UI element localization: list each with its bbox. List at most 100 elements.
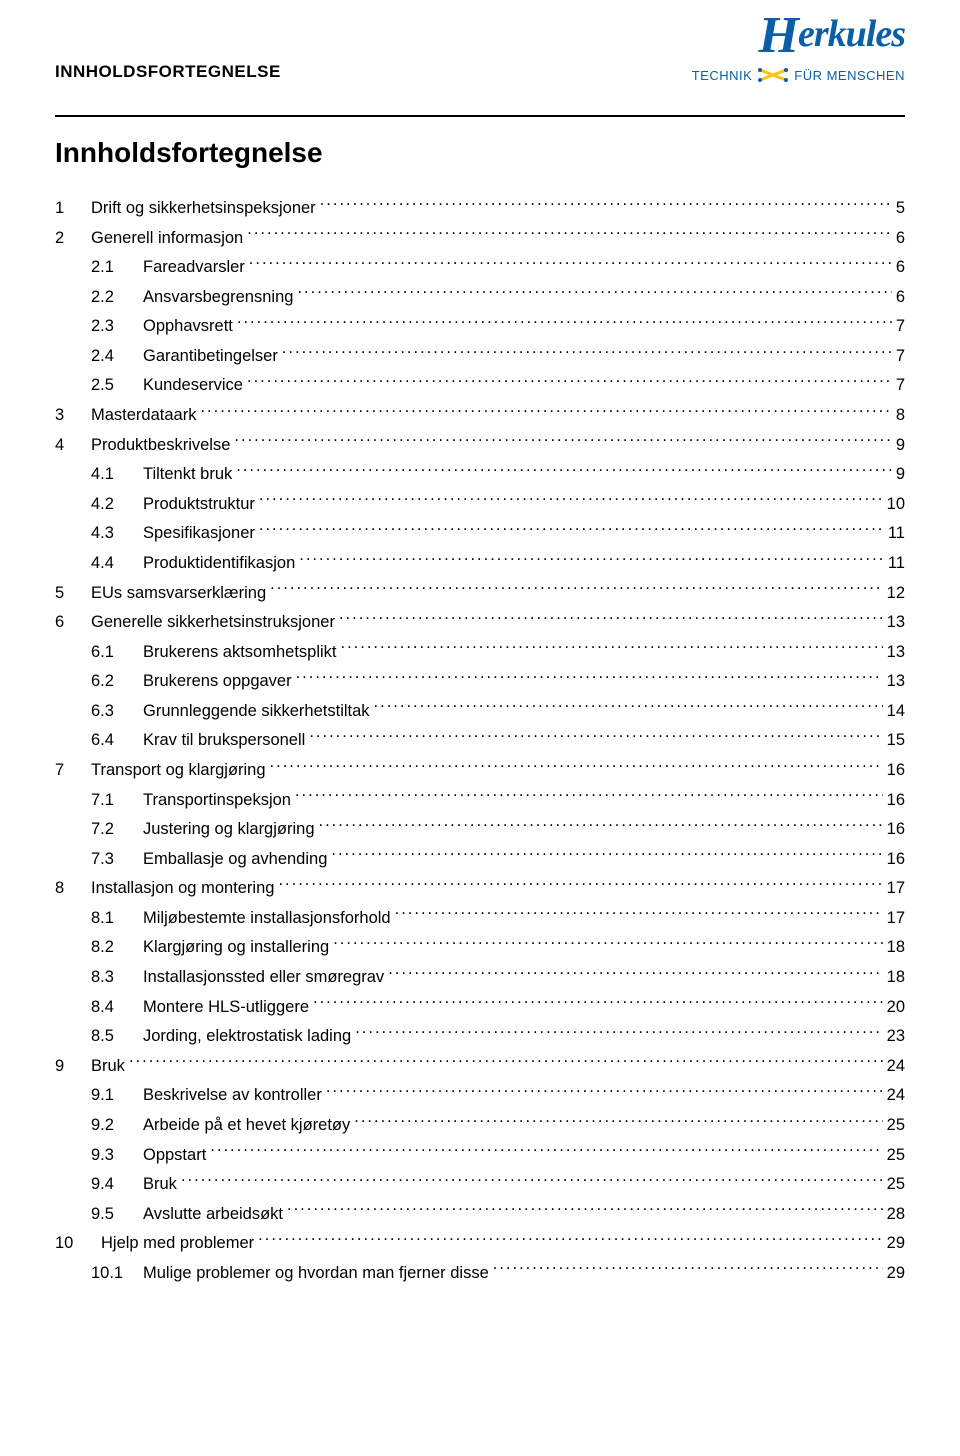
toc-leader-dots	[270, 758, 883, 775]
toc-page-number: 11	[888, 550, 905, 576]
toc-entry[interactable]: 6.2Brukerens oppgaver13	[55, 668, 905, 694]
toc-leader-dots	[395, 906, 883, 923]
toc-label: Installasjonssted eller smøregrav	[143, 964, 384, 990]
toc-entry[interactable]: 6.1Brukerens aktsomhetsplikt13	[55, 639, 905, 665]
toc-number: 8.2	[55, 934, 143, 960]
toc-number: 4.1	[55, 461, 143, 487]
toc-leader-dots	[493, 1261, 883, 1278]
toc-number: 7.3	[55, 846, 143, 872]
toc-leader-dots	[339, 611, 883, 628]
toc-entry[interactable]: 8.5Jording, elektrostatisk lading23	[55, 1023, 905, 1049]
toc-entry[interactable]: 9.5Avslutte arbeidsøkt28	[55, 1201, 905, 1227]
toc-entry[interactable]: 8.1Miljøbestemte installasjonsforhold17	[55, 905, 905, 931]
toc-number: 8.3	[55, 964, 143, 990]
toc-entry[interactable]: 2.4Garantibetingelser7	[55, 343, 905, 369]
toc-label: Tiltenkt bruk	[143, 461, 232, 487]
toc-entry[interactable]: 6.4Krav til brukspersonell15	[55, 727, 905, 753]
toc-entry[interactable]: 9.2Arbeide på et hevet kjøretøy25	[55, 1112, 905, 1138]
toc-number: 9.3	[55, 1142, 143, 1168]
toc-label: Grunnleggende sikkerhetstiltak	[143, 698, 370, 724]
toc-leader-dots	[234, 433, 891, 450]
toc-leader-dots	[258, 1232, 882, 1249]
toc-number: 9.4	[55, 1171, 143, 1197]
toc-entry[interactable]: 9.4Bruk25	[55, 1171, 905, 1197]
toc-page-number: 15	[887, 727, 905, 753]
toc-entry[interactable]: 2.2Ansvarsbegrensning6	[55, 284, 905, 310]
toc-entry[interactable]: 7.3Emballasje og avhending16	[55, 846, 905, 872]
toc-leader-dots	[259, 492, 883, 509]
logo-tagline: TECHNIK FÜR MENSCHEN	[692, 66, 905, 84]
toc-page-number: 11	[888, 520, 905, 546]
toc-label: Drift og sikkerhetsinspeksjoner	[91, 195, 316, 221]
toc-leader-dots	[297, 285, 891, 302]
logo-wordmark: Herkules	[692, 10, 905, 62]
toc-entry[interactable]: 4Produktbeskrivelse9	[55, 432, 905, 458]
toc-label: Produktidentifikasjon	[143, 550, 295, 576]
toc-number: 8.5	[55, 1023, 143, 1049]
toc-leader-dots	[333, 936, 882, 953]
toc-entry[interactable]: 6Generelle sikkerhetsinstruksjoner13	[55, 609, 905, 635]
toc-leader-dots	[295, 788, 883, 805]
toc-page-number: 13	[887, 639, 905, 665]
toc-entry[interactable]: 4.3Spesifikasjoner11	[55, 520, 905, 546]
toc-number: 9.1	[55, 1082, 143, 1108]
toc-entry[interactable]: 6.3Grunnleggende sikkerhetstiltak14	[55, 698, 905, 724]
toc-number: 2.1	[55, 254, 143, 280]
toc-label: Montere HLS-utliggere	[143, 994, 309, 1020]
toc-leader-dots	[270, 581, 883, 598]
toc-page-number: 9	[896, 432, 905, 458]
toc-entry[interactable]: 3Masterdataark8	[55, 402, 905, 428]
toc-entry[interactable]: 2Generell informasjon6	[55, 225, 905, 251]
toc-label: Garantibetingelser	[143, 343, 278, 369]
toc-leader-dots	[299, 551, 884, 568]
toc-label: Klargjøring og installering	[143, 934, 329, 960]
toc-entry[interactable]: 2.3Opphavsrett7	[55, 313, 905, 339]
toc-entry[interactable]: 2.1Fareadvarsler6	[55, 254, 905, 280]
toc-label: Generelle sikkerhetsinstruksjoner	[91, 609, 335, 635]
toc-entry[interactable]: 7.2Justering og klargjøring16	[55, 816, 905, 842]
toc-page-number: 18	[887, 964, 905, 990]
toc-number: 7.1	[55, 787, 143, 813]
toc-number: 2.3	[55, 313, 143, 339]
toc-label: Generell informasjon	[91, 225, 243, 251]
toc-page-number: 24	[887, 1082, 905, 1108]
toc-entry[interactable]: 4.2Produktstruktur10	[55, 491, 905, 517]
toc-page-number: 25	[887, 1112, 905, 1138]
toc-page-number: 17	[887, 905, 905, 931]
toc-entry[interactable]: 8.4Montere HLS-utliggere20	[55, 994, 905, 1020]
toc-number: 2.5	[55, 372, 143, 398]
toc-label: Avslutte arbeidsøkt	[143, 1201, 283, 1227]
toc-entry[interactable]: 9.3Oppstart25	[55, 1142, 905, 1168]
toc-label: Produktstruktur	[143, 491, 255, 517]
toc-entry[interactable]: 4.4Produktidentifikasjon11	[55, 550, 905, 576]
toc-leader-dots	[129, 1054, 883, 1071]
toc-number: 4	[55, 432, 91, 458]
toc-label: Opphavsrett	[143, 313, 233, 339]
toc-leader-dots	[313, 995, 883, 1012]
toc-page-number: 18	[887, 934, 905, 960]
toc-leader-dots	[309, 729, 882, 746]
toc-page-number: 23	[887, 1023, 905, 1049]
toc-page-number: 12	[887, 580, 905, 606]
toc-entry[interactable]: 5EUs samsvarserklæring12	[55, 580, 905, 606]
toc-label: Kundeservice	[143, 372, 243, 398]
toc-entry[interactable]: 8.3Installasjonssted eller smøregrav 18	[55, 964, 905, 990]
toc-entry[interactable]: 2.5Kundeservice7	[55, 372, 905, 398]
toc-entry[interactable]: 9Bruk24	[55, 1053, 905, 1079]
toc-leader-dots	[249, 256, 892, 273]
toc-number: 8.1	[55, 905, 143, 931]
toc-number: 10	[55, 1230, 101, 1256]
toc-entry[interactable]: 10.1Mulige problemer og hvordan man fjer…	[55, 1260, 905, 1286]
toc-number: 4.3	[55, 520, 143, 546]
toc-page-number: 7	[896, 343, 905, 369]
toc-entry[interactable]: 10Hjelp med problemer29	[55, 1230, 905, 1256]
toc-entry[interactable]: 8Installasjon og montering17	[55, 875, 905, 901]
toc-number: 3	[55, 402, 91, 428]
toc-number: 4.2	[55, 491, 143, 517]
toc-entry[interactable]: 7.1Transportinspeksjon16	[55, 787, 905, 813]
toc-entry[interactable]: 8.2Klargjøring og installering 18	[55, 934, 905, 960]
toc-entry[interactable]: 1Drift og sikkerhetsinspeksjoner5	[55, 195, 905, 221]
toc-entry[interactable]: 7Transport og klargjøring16	[55, 757, 905, 783]
toc-entry[interactable]: 9.1Beskrivelse av kontroller24	[55, 1082, 905, 1108]
toc-entry[interactable]: 4.1Tiltenkt bruk9	[55, 461, 905, 487]
